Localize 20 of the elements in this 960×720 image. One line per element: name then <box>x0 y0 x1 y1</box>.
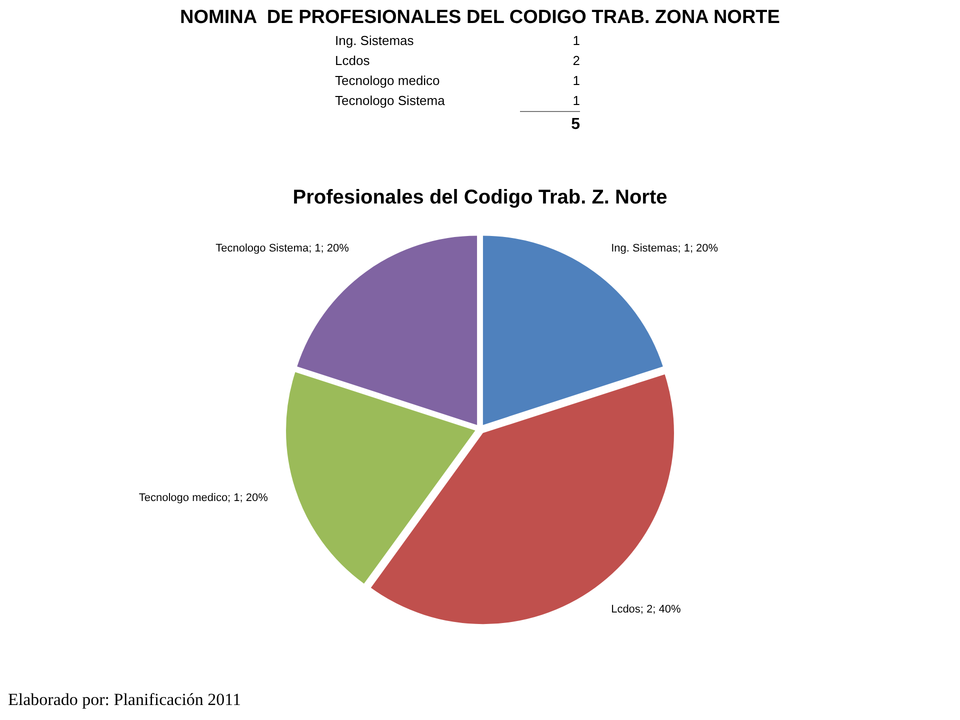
chart-title: Profesionales del Codigo Trab. Z. Norte <box>292 186 668 209</box>
slice-label: Tecnologo Sistema <box>216 242 310 255</box>
text: 5 <box>571 116 580 133</box>
category-label: Tecnologo Sistema <box>335 92 446 110</box>
data-label: ; 2; 40% <box>640 603 682 616</box>
text: NOMINA DE PROFESIONALES DEL CODIGO TRAB. ZONA NORTE <box>179 7 781 29</box>
slice-label: Ing. Sistemas <box>611 242 678 255</box>
text: Elaborado por: Planificación 2011 <box>8 690 242 710</box>
category-label: Ing. Sistemas <box>335 32 415 50</box>
data-label: ; 1; 20% <box>308 242 350 255</box>
category-label: Tecnologo medico <box>335 72 441 90</box>
data-label: 1 <box>572 32 580 50</box>
category-label: Lcdos <box>335 52 371 70</box>
data-label: 1 <box>520 91 580 112</box>
slice-label: Lcdos <box>611 603 641 616</box>
data-label: ; 1; 20% <box>228 492 268 504</box>
data-label: 1 <box>572 72 580 90</box>
data-label: ; 1; 20% <box>678 242 718 255</box>
slice-label: Tecnologo medico <box>138 492 228 504</box>
data-label: 2 <box>572 52 580 70</box>
